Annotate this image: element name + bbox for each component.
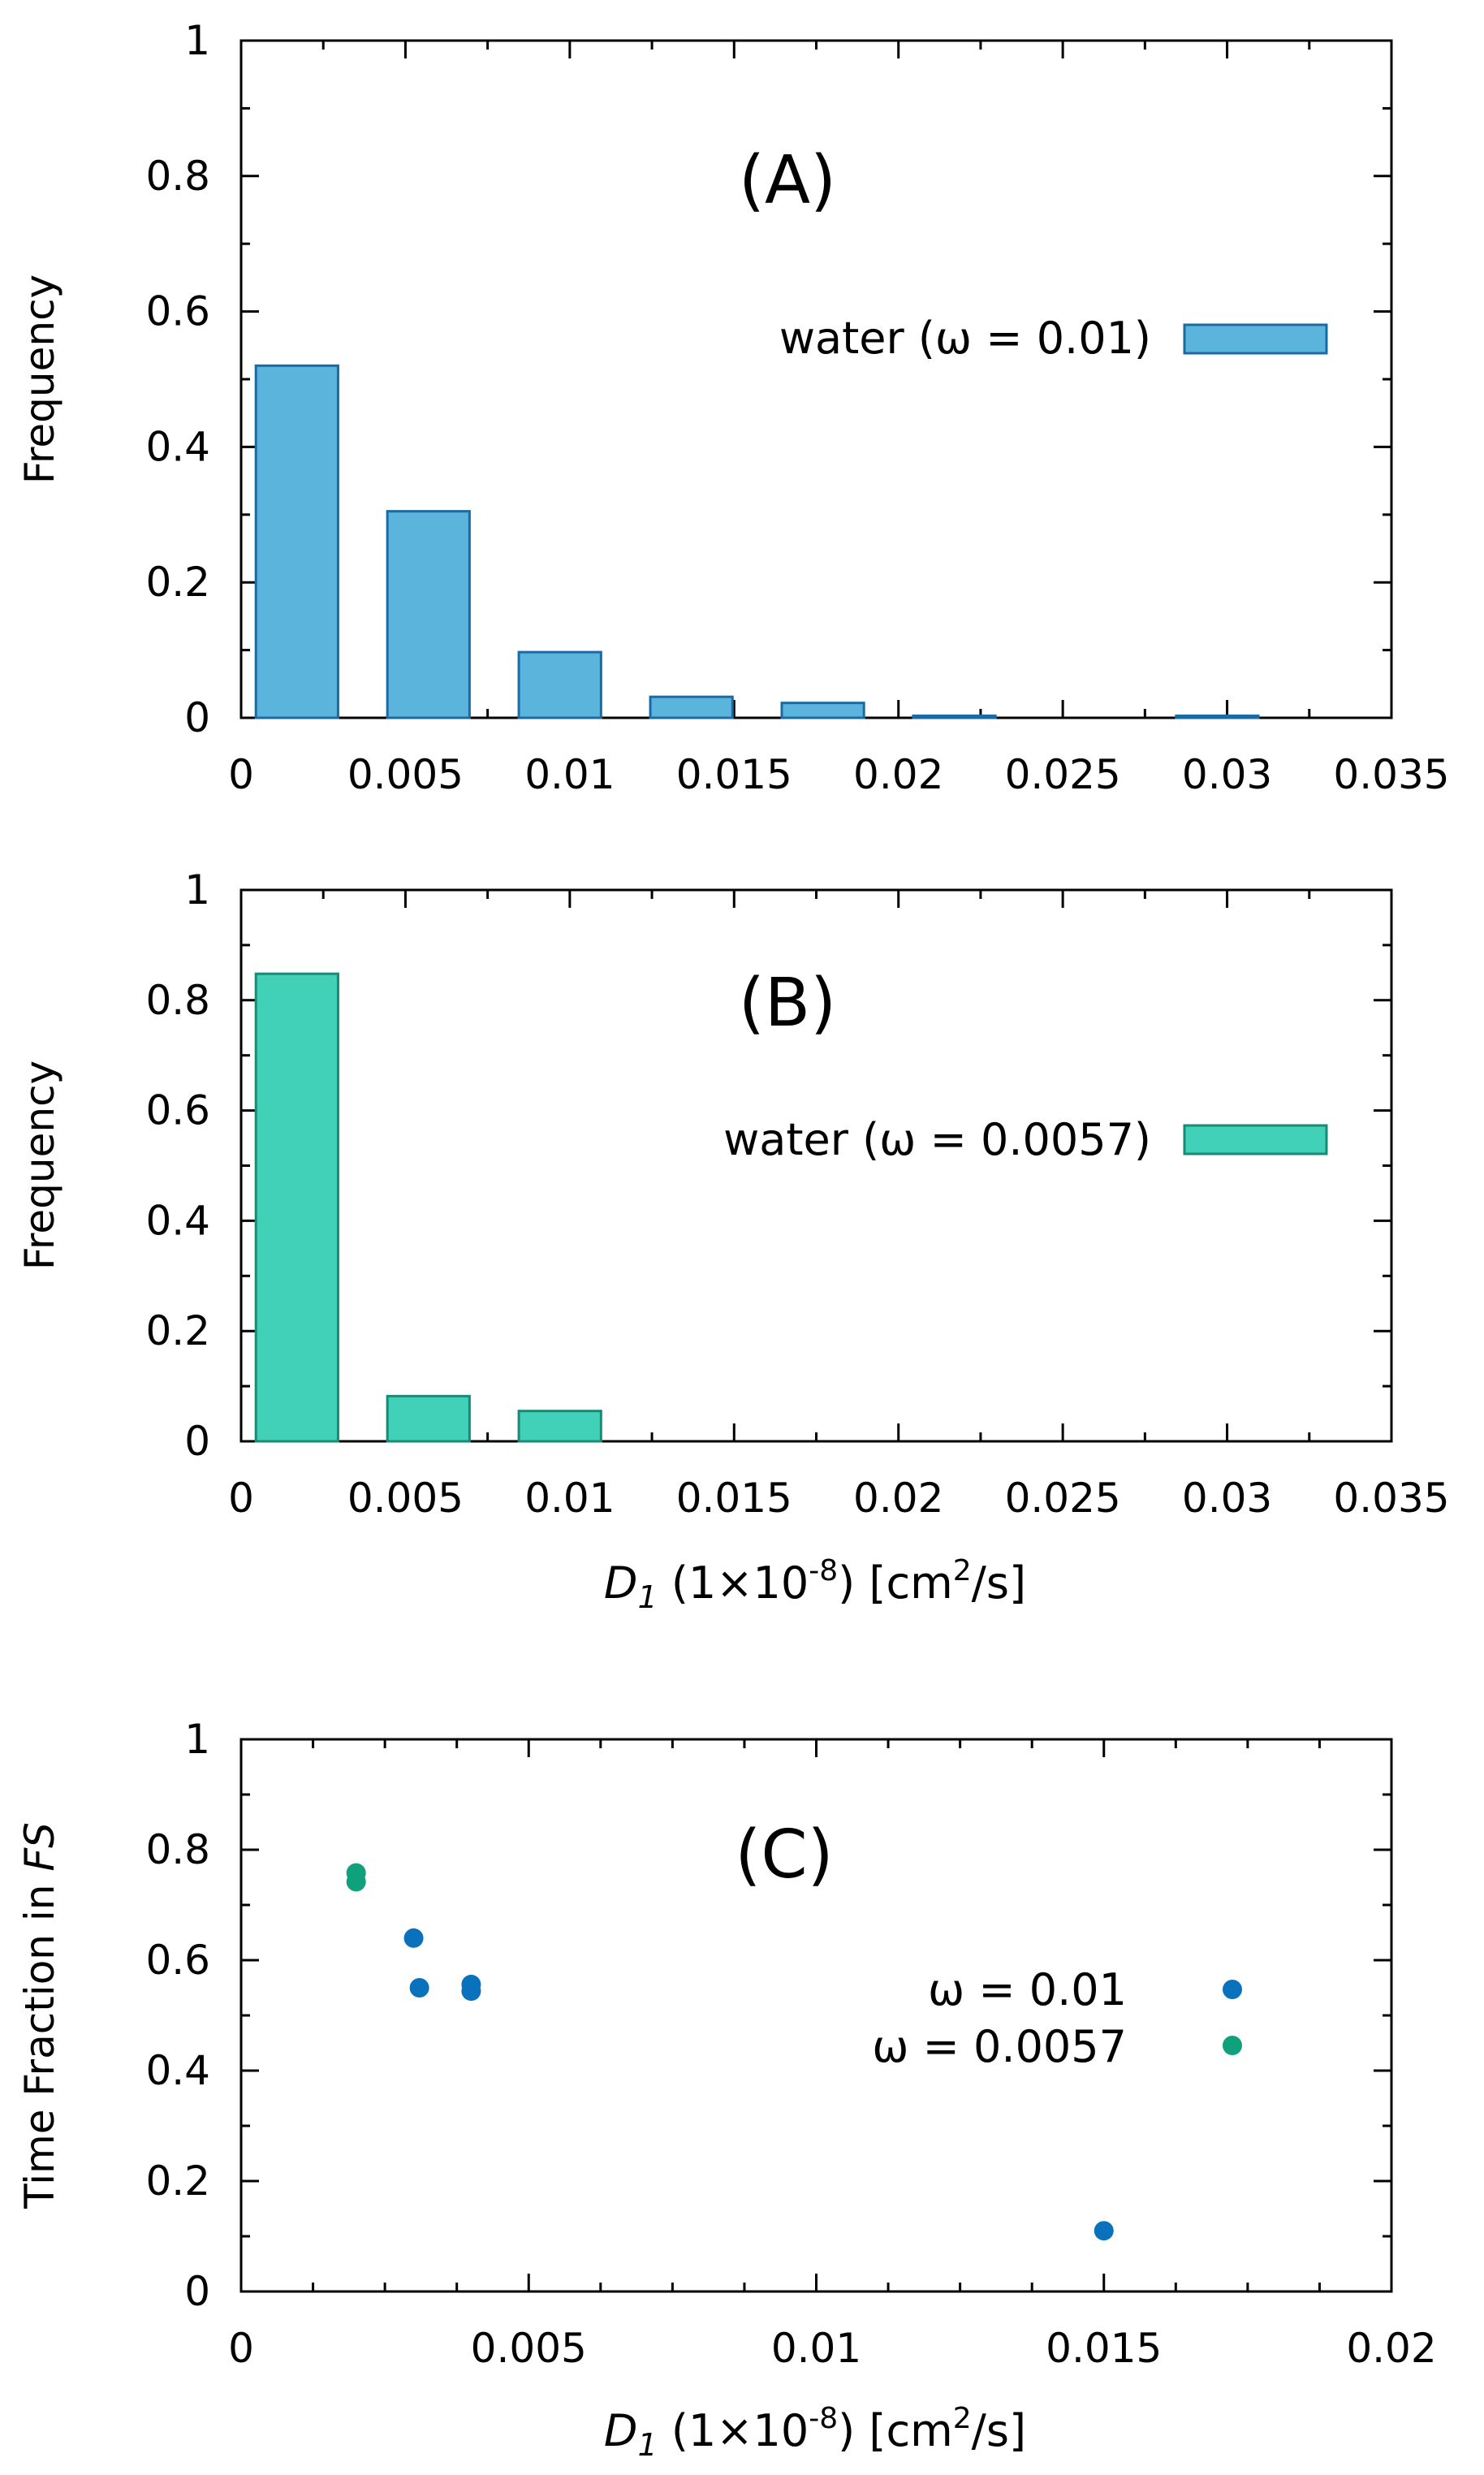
panel-a-x-tick-label: 0.015	[676, 751, 792, 798]
panel-b-bar	[386, 1394, 471, 1443]
panel-a-y-tick-label: 0	[184, 694, 210, 741]
panel-b-x-tick-labels: 0 0.005 0.01 0.015 0.02 0.025 0.03 0.035	[228, 1475, 1449, 1522]
panel-c-legend-label-2: ω = 0.0057	[872, 2021, 1127, 2072]
panel-c-point-series-1	[403, 1928, 424, 1948]
panel-a-y-tick-label: 0.6	[145, 288, 210, 335]
panel-b-x-tick-label: 0.01	[524, 1475, 615, 1522]
panel-b-y-tick-label: 0.6	[145, 1087, 210, 1134]
panel-b-y-tick-label: 0.4	[145, 1197, 210, 1244]
panel-a-bars	[254, 364, 1260, 719]
panel-c-y-tick-label: 0.6	[145, 1937, 210, 1984]
panel-c-x-axis-label: D1 (1×10-8) [cm2/s]	[604, 2402, 1026, 2463]
panel-a-bar	[254, 364, 339, 719]
panel-c-y-axis-label: Time Fraction in FS	[16, 1822, 63, 2209]
panel-a-bar	[386, 510, 471, 719]
panel-b-x-tick-label: 0.035	[1333, 1475, 1449, 1522]
panel-b-legend-swatch	[1183, 1124, 1328, 1155]
panel-b-bar	[254, 972, 339, 1443]
panel-b-x-axis-label: D1 (1×10-8) [cm2/s]	[604, 1554, 1026, 1615]
panel-b-y-tick-label: 0	[184, 1418, 210, 1465]
panel-a-y-tick-label: 0.4	[145, 423, 210, 470]
panel-a-x-tick-label: 0.005	[347, 751, 464, 798]
panel-c-point-series-2	[346, 1872, 366, 1892]
panel-b-tick-marks	[239, 888, 1393, 1443]
panel-c-legend-marker-2	[1223, 2036, 1242, 2055]
panel-a-x-tick-label: 0.035	[1333, 751, 1449, 798]
panel-a-y-tick-label: 1	[184, 17, 210, 64]
panel-b-label: (B)	[739, 965, 836, 1042]
panel-a-y-axis-label: Frequency	[16, 274, 63, 484]
panel-c-point-series-1	[461, 1981, 481, 2002]
panel-c-points	[346, 1863, 1114, 2241]
panel-a-bar	[649, 695, 734, 719]
panel-a-legend-label: water (ω = 0.01)	[779, 313, 1151, 364]
panel-c-scatter: 0 0.2 0.4 0.6 0.8 1 0 0.005 0.01 0.015 0.02 Time …	[16, 1716, 1437, 2463]
panel-b-x-tick-label: 0.03	[1182, 1475, 1272, 1522]
panel-c-x-tick-label: 0	[228, 2325, 254, 2372]
panel-c-y-tick-label: 0	[184, 2268, 210, 2315]
panel-c-x-tick-labels: 0 0.005 0.01 0.015 0.02	[228, 2325, 1437, 2372]
panel-a-bar	[517, 650, 602, 719]
panel-c-x-tick-label: 0.015	[1046, 2325, 1162, 2372]
panel-b-x-tick-label: 0.015	[676, 1475, 792, 1522]
panel-a-legend-swatch	[1183, 323, 1328, 355]
panel-b-legend-label: water (ω = 0.0057)	[723, 1114, 1151, 1165]
panel-c-y-tick-label: 0.2	[145, 2158, 210, 2205]
panel-b-bars	[254, 972, 602, 1443]
panel-a-bar	[912, 714, 997, 719]
panel-b-x-tick-label: 0.02	[853, 1475, 943, 1522]
panel-a-bar	[780, 702, 865, 719]
panel-b-y-tick-label: 1	[184, 866, 210, 914]
panel-c-tick-marks	[239, 1738, 1393, 2293]
panel-a-y-tick-labels: 0 0.2 0.4 0.6 0.8 1	[145, 17, 210, 741]
panel-b-y-axis-label: Frequency	[16, 1060, 63, 1270]
panel-c-x-tick-label: 0.01	[771, 2325, 861, 2372]
panel-b-y-tick-label: 0.8	[145, 977, 210, 1024]
panel-a-x-tick-label: 0.03	[1182, 751, 1272, 798]
panel-a-x-tick-label: 0.01	[524, 751, 615, 798]
panel-a-y-tick-label: 0.2	[145, 559, 210, 606]
panel-a-histogram: 00.20.40.60.81 0 0.005 0.01 0.015 0.02 0.025 0…	[16, 17, 1450, 798]
panel-b-y-tick-label: 0.2	[145, 1307, 210, 1354]
panel-a-x-tick-labels: 0 0.005 0.01 0.015 0.02 0.025 0.03 0.035	[228, 751, 1449, 798]
panel-b-histogram: 00.20.40.60.81 0 0.005 0.01 0.015 0.02 0.025 0…	[16, 866, 1450, 1615]
panel-c-x-tick-label: 0.02	[1346, 2325, 1436, 2372]
panel-c-y-tick-labels: 0 0.2 0.4 0.6 0.8 1	[145, 1716, 210, 2315]
panel-a-y-tick-label: 0.8	[145, 153, 210, 200]
panel-c-point-series-1	[1094, 2221, 1114, 2241]
panel-c-y-tick-label: 1	[184, 1716, 210, 1763]
panel-b-bar	[517, 1410, 602, 1443]
panel-c-legend-label-1: ω = 0.01	[928, 1964, 1127, 2015]
panel-a-x-tick-label: 0.025	[1005, 751, 1121, 798]
panel-b-y-tick-labels: 0 0.2 0.4 0.6 0.8 1	[145, 866, 210, 1465]
panel-c-legend-marker-1	[1223, 1980, 1242, 1999]
panel-a-label: (A)	[739, 142, 836, 219]
panel-b-x-tick-label: 0.025	[1005, 1475, 1121, 1522]
panel-b-x-tick-label: 0.005	[347, 1475, 464, 1522]
panel-a-bar	[1175, 714, 1260, 719]
panel-a-x-tick-label: 0.02	[853, 751, 943, 798]
panel-c-x-tick-label: 0.005	[471, 2325, 587, 2372]
panel-b-x-tick-label: 0	[228, 1475, 254, 1522]
panel-a-x-tick-label: 0	[228, 751, 254, 798]
panel-c-y-tick-label: 0.8	[145, 1826, 210, 1873]
panel-c-point-series-1	[409, 1978, 429, 1998]
panel-c-y-tick-label: 0.4	[145, 2047, 210, 2094]
panel-c-label: (C)	[735, 1816, 833, 1894]
